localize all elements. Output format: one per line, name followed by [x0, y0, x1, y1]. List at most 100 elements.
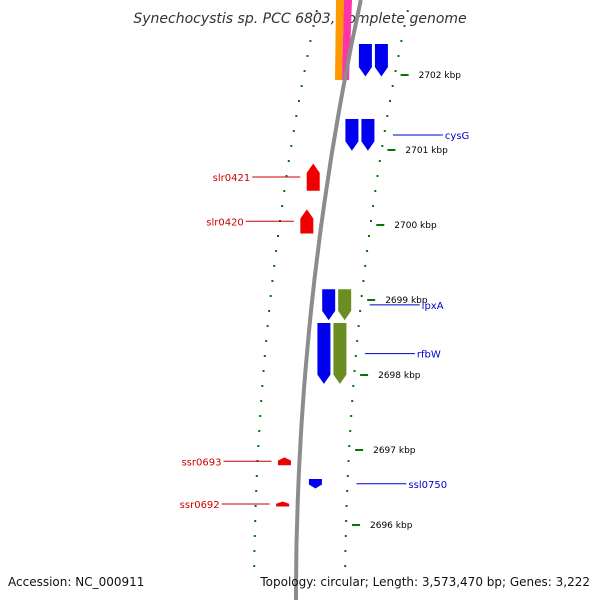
inner-tick	[260, 400, 263, 402]
inner-tick	[315, 10, 318, 12]
inner-tick	[266, 325, 269, 327]
forward-gene-label: lpxA	[422, 301, 444, 312]
outer-tick	[359, 310, 362, 312]
gene-features	[275, 43, 389, 508]
inner-tick	[271, 280, 274, 282]
inner-tick	[290, 145, 293, 147]
inner-tick	[254, 520, 257, 522]
scale-label: 2699 kbp	[385, 296, 428, 306]
outer-tick	[346, 490, 349, 492]
reverse-gene-label: ssr0693	[181, 457, 221, 468]
inner-tick	[257, 445, 260, 447]
outer-tick	[351, 400, 354, 402]
outer-tick	[346, 475, 349, 477]
inner-tick	[258, 430, 261, 432]
gene-labels: cysG slr0421 slr0420 lpxA rfbW ssr0693 ssl0750…	[180, 131, 470, 511]
inner-tick	[273, 265, 276, 267]
outer-tick	[386, 115, 389, 117]
outer-tick	[352, 385, 355, 387]
inner-tick	[292, 130, 295, 132]
major-tick	[400, 74, 409, 76]
inner-tick	[312, 25, 315, 27]
outer-tick	[378, 160, 381, 162]
major-tick	[355, 449, 364, 451]
outer-tick	[349, 430, 352, 432]
outer-tick	[391, 85, 394, 87]
scale-labels: 2702 kbp 2701 kbp 2700 kbp 2699 kbp 2698 kbp…	[370, 71, 461, 531]
reverse-gene-label: slr0420	[206, 217, 244, 228]
orange-track	[335, 0, 344, 80]
outer-tick	[366, 250, 369, 252]
outer-tick	[345, 520, 348, 522]
scale-label: 2698 kbp	[378, 371, 421, 381]
inner-tick	[261, 385, 264, 387]
inner-tick	[259, 415, 262, 417]
outer-tick	[406, 10, 409, 12]
inner-tick	[265, 340, 268, 342]
inner-tick	[262, 370, 265, 372]
outer-tick	[397, 55, 400, 57]
inner-tick	[283, 190, 286, 192]
major-tick	[387, 149, 396, 151]
forward-gene-arrow	[344, 118, 360, 153]
major-tick	[360, 374, 369, 376]
forward-gene-track	[337, 288, 353, 322]
outer-tick	[372, 205, 375, 207]
inner-tick	[253, 535, 256, 537]
scale-label: 2697 kbp	[373, 446, 416, 456]
forward-gene-arrow	[321, 288, 337, 322]
inner-tick	[303, 70, 306, 72]
inner-tick	[298, 100, 300, 102]
genome-backbone	[294, 0, 363, 600]
outer-tick	[344, 565, 347, 567]
outer-tick	[374, 190, 377, 192]
scale-label: 2696 kbp	[370, 521, 413, 531]
outer-tick	[383, 130, 386, 132]
outer-tick	[357, 325, 360, 327]
inner-tick	[255, 475, 258, 477]
outer-tick	[348, 445, 351, 447]
forward-gene-track	[373, 43, 389, 79]
outer-tick	[354, 355, 357, 357]
accession-text: Accession: NC_000911	[8, 575, 144, 589]
inner-tick	[281, 205, 284, 207]
outer-tick	[356, 340, 359, 342]
outer-tick	[345, 505, 348, 507]
outer-tick	[389, 100, 391, 102]
scale-label: 2700 kbp	[394, 221, 437, 231]
outer-tick	[381, 145, 384, 147]
inner-tick	[263, 355, 266, 357]
outer-tick	[368, 235, 370, 237]
inner-tick	[268, 310, 271, 312]
inner-tick	[287, 160, 290, 162]
outer-tick	[344, 535, 347, 537]
major-tick	[376, 224, 385, 226]
genome-title: Synechocystis sp. PCC 6803, complete gen…	[133, 11, 466, 27]
outer-tick	[364, 265, 367, 267]
inner-tick	[253, 550, 256, 552]
outer-tick	[400, 40, 403, 42]
outer-tick	[353, 370, 356, 372]
outer-tick	[376, 175, 379, 177]
reverse-gene-arrow	[305, 161, 321, 192]
forward-gene-arrow	[316, 322, 332, 386]
inner-tick	[253, 565, 256, 567]
inner-tick	[255, 490, 258, 492]
inner-tick	[300, 85, 303, 87]
inner-tick	[295, 115, 298, 117]
outer-tick	[403, 25, 406, 27]
major-tick	[352, 524, 360, 526]
outer-tick	[360, 295, 363, 297]
scale-label: 2701 kbp	[405, 146, 448, 156]
forward-gene-label: ssl0750	[408, 480, 447, 491]
map-rings	[294, 0, 363, 600]
scale-label: 2702 kbp	[419, 71, 462, 81]
reverse-gene-arrow	[299, 207, 315, 235]
inner-tick	[254, 505, 257, 507]
outer-tick	[362, 280, 365, 282]
forward-gene-arrow	[357, 43, 373, 79]
reverse-gene-label: slr0421	[213, 173, 251, 184]
reverse-gene-label: ssr0692	[180, 500, 220, 511]
inner-tick	[309, 40, 312, 42]
